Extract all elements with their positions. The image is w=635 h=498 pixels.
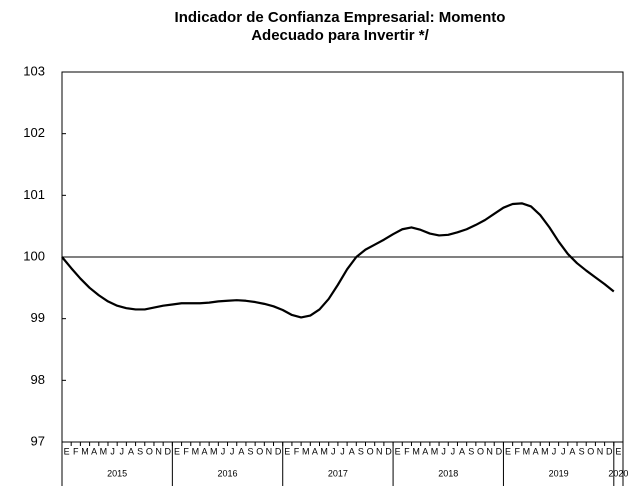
x-tick-label: M bbox=[192, 446, 200, 456]
year-label: 2020 bbox=[608, 468, 628, 478]
x-tick-label: J bbox=[110, 446, 115, 456]
x-tick-label: A bbox=[312, 446, 318, 456]
x-tick-label: O bbox=[367, 446, 374, 456]
x-tick-label: M bbox=[302, 446, 310, 456]
x-tick-label: S bbox=[137, 446, 143, 456]
y-tick-label: 102 bbox=[23, 125, 45, 140]
x-tick-label: F bbox=[294, 446, 300, 456]
x-tick-label: J bbox=[340, 446, 345, 456]
y-tick-label: 103 bbox=[23, 63, 45, 78]
x-tick-label: A bbox=[202, 446, 208, 456]
x-tick-label: J bbox=[561, 446, 566, 456]
data-line bbox=[61, 202, 615, 319]
year-label: 2017 bbox=[328, 468, 348, 478]
chart-title: Indicador de Confianza Empresarial: Mome… bbox=[175, 9, 506, 26]
x-tick-label: J bbox=[451, 446, 456, 456]
x-tick-label: A bbox=[533, 446, 539, 456]
x-tick-label: D bbox=[385, 446, 392, 456]
x-tick-label: A bbox=[459, 446, 465, 456]
x-tick-label: A bbox=[422, 446, 428, 456]
year-label: 2018 bbox=[438, 468, 458, 478]
x-tick-label: O bbox=[477, 446, 484, 456]
y-tick-label: 100 bbox=[23, 248, 45, 263]
x-tick-label: S bbox=[579, 446, 585, 456]
year-label: 2015 bbox=[107, 468, 127, 478]
x-tick-label: S bbox=[248, 446, 254, 456]
x-tick-label: J bbox=[230, 446, 235, 456]
x-tick-label: J bbox=[331, 446, 336, 456]
x-tick-label: E bbox=[505, 446, 511, 456]
x-tick-label: M bbox=[431, 446, 439, 456]
x-tick-label: S bbox=[358, 446, 364, 456]
x-tick-label: M bbox=[541, 446, 549, 456]
x-tick-label: A bbox=[238, 446, 244, 456]
year-label: 2019 bbox=[549, 468, 569, 478]
x-tick-label: F bbox=[404, 446, 410, 456]
x-tick-label: D bbox=[165, 446, 172, 456]
y-tick-label: 101 bbox=[23, 187, 45, 202]
x-tick-label: J bbox=[552, 446, 557, 456]
x-tick-label: E bbox=[64, 446, 70, 456]
x-tick-label: E bbox=[174, 446, 180, 456]
x-tick-label: M bbox=[210, 446, 218, 456]
x-tick-label: A bbox=[349, 446, 355, 456]
y-tick-label: 98 bbox=[31, 372, 45, 387]
x-tick-label: F bbox=[73, 446, 79, 456]
x-tick-label: M bbox=[412, 446, 420, 456]
x-tick-label: D bbox=[496, 446, 503, 456]
x-tick-label: A bbox=[91, 446, 97, 456]
x-tick-label: F bbox=[514, 446, 520, 456]
x-tick-label: N bbox=[155, 446, 162, 456]
year-label: 2016 bbox=[218, 468, 238, 478]
x-tick-label: E bbox=[615, 446, 621, 456]
x-tick-label: M bbox=[100, 446, 108, 456]
x-tick-label: M bbox=[81, 446, 89, 456]
x-tick-label: E bbox=[284, 446, 290, 456]
x-tick-label: O bbox=[256, 446, 263, 456]
x-tick-label: O bbox=[146, 446, 153, 456]
x-tick-label: D bbox=[606, 446, 613, 456]
x-tick-label: S bbox=[468, 446, 474, 456]
x-tick-label: N bbox=[486, 446, 493, 456]
chart-title: Adecuado para Invertir */ bbox=[251, 27, 429, 44]
x-tick-label: M bbox=[523, 446, 531, 456]
x-tick-label: F bbox=[183, 446, 189, 456]
x-tick-label: J bbox=[120, 446, 125, 456]
y-tick-label: 99 bbox=[31, 310, 45, 325]
x-tick-label: N bbox=[597, 446, 604, 456]
x-tick-label: O bbox=[587, 446, 594, 456]
x-tick-label: N bbox=[376, 446, 383, 456]
x-tick-label: M bbox=[320, 446, 328, 456]
x-tick-label: A bbox=[128, 446, 134, 456]
x-tick-label: J bbox=[441, 446, 446, 456]
x-tick-label: A bbox=[569, 446, 575, 456]
x-tick-label: J bbox=[221, 446, 226, 456]
y-tick-label: 97 bbox=[31, 433, 45, 448]
x-tick-label: E bbox=[395, 446, 401, 456]
x-tick-label: D bbox=[275, 446, 282, 456]
x-tick-label: N bbox=[266, 446, 273, 456]
